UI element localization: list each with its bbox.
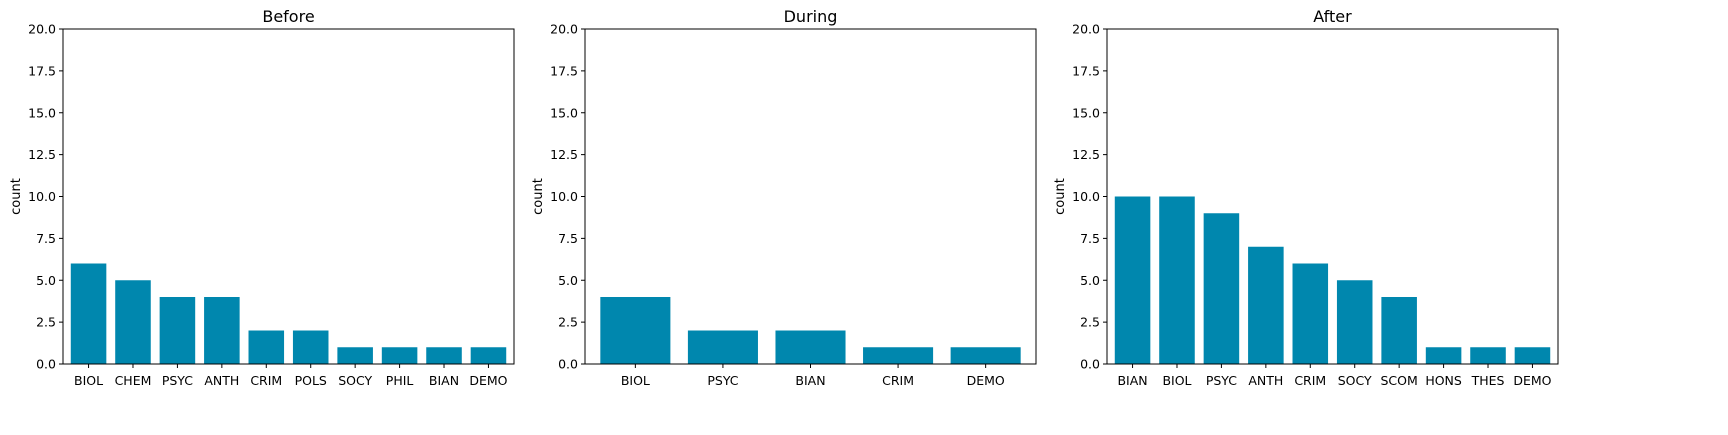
y-axis-label: count — [531, 178, 546, 215]
y-tick-label: 5.0 — [36, 273, 56, 288]
bar-demo — [1514, 347, 1551, 364]
bar-scom — [1381, 297, 1417, 364]
y-tick-label: 2.5 — [1080, 315, 1100, 330]
y-tick-label: 5.0 — [558, 273, 578, 288]
y-tick-label: 15.0 — [550, 105, 578, 120]
bar-bian — [775, 330, 846, 364]
x-tick-label: ANTH — [204, 373, 239, 388]
bar-anth — [204, 297, 240, 364]
y-tick-label: 7.5 — [36, 231, 56, 246]
bar-biol — [1159, 196, 1195, 364]
y-axis-label: count — [9, 178, 24, 215]
y-tick-label: 0.0 — [558, 357, 578, 372]
chart-panel-before: Before count BIOL CHEM PSYC ANTH CRIM POLS SOC… — [9, 7, 515, 388]
x-tick-label: PSYC — [707, 373, 738, 388]
y-tick-label: 2.5 — [36, 315, 56, 330]
y-axis-label: count — [1053, 178, 1068, 215]
x-tick-label: SOCY — [1338, 373, 1372, 388]
x-tick-label: PSYC — [162, 373, 193, 388]
x-tick-label: BIOL — [621, 373, 650, 388]
y-tick-label: 20.0 — [28, 22, 56, 37]
chart-title: Before — [262, 7, 314, 26]
y-tick-label: 0.0 — [36, 357, 56, 372]
x-tick-label: CHEM — [115, 373, 152, 388]
x-tick-label: THES — [1471, 373, 1505, 388]
bar-chem — [115, 280, 151, 364]
x-tick-label: BIAN — [429, 373, 459, 388]
bar-crim — [1292, 263, 1329, 364]
x-tick-label: DEMO — [469, 373, 507, 388]
x-tick-label: PHIL — [386, 373, 414, 388]
x-tick-label: ANTH — [1248, 373, 1283, 388]
x-tick-label: HONS — [1425, 373, 1462, 388]
y-tick-label: 7.5 — [1080, 231, 1100, 246]
y-tick-label: 20.0 — [550, 22, 578, 37]
chart-panel-after: After count BIAN BIOL PSYC ANTH CRIM SOCY SCOM… — [1053, 7, 1559, 388]
x-tick-label: SOCY — [338, 373, 372, 388]
x-tick-label: DEMO — [1513, 373, 1551, 388]
bar-crim — [248, 330, 285, 364]
bar-demo — [950, 347, 1021, 364]
y-tick-label: 12.5 — [28, 147, 56, 162]
y-tick-label: 17.5 — [550, 63, 578, 78]
bar-anth — [1248, 246, 1284, 364]
y-tick-label: 15.0 — [1072, 105, 1100, 120]
bar-psyc — [159, 297, 196, 364]
x-tick-label: SCOM — [1381, 373, 1418, 388]
x-tick-label: CRIM — [1294, 373, 1326, 388]
x-tick-label: BIOL — [1162, 373, 1191, 388]
y-tick-label: 17.5 — [1072, 63, 1100, 78]
bar-demo — [470, 347, 507, 364]
bar-thes — [1470, 347, 1506, 364]
x-tick-label: BIAN — [1117, 373, 1147, 388]
chart-title: After — [1313, 7, 1352, 26]
y-tick-label: 12.5 — [550, 147, 578, 162]
y-tick-label: 17.5 — [28, 63, 56, 78]
y-tick-label: 10.0 — [550, 189, 578, 204]
plot-frame — [1106, 28, 1559, 365]
bar-biol — [70, 263, 107, 364]
bar-phil — [381, 347, 418, 364]
x-tick-label: CRIM — [882, 373, 914, 388]
bar-crim — [863, 347, 934, 364]
bar-bian — [426, 347, 462, 364]
plot-frame — [584, 28, 1037, 365]
x-tick-label: DEMO — [967, 373, 1005, 388]
bar-biol — [600, 297, 671, 364]
plot-frame — [62, 28, 515, 365]
chart-title: During — [784, 7, 838, 26]
bar-socy — [337, 347, 373, 364]
y-tick-label: 0.0 — [1080, 357, 1100, 372]
x-tick-label: POLS — [295, 373, 327, 388]
x-tick-label: PSYC — [1206, 373, 1237, 388]
y-tick-label: 2.5 — [558, 315, 578, 330]
y-tick-label: 7.5 — [558, 231, 578, 246]
bar-psyc — [687, 330, 758, 364]
y-tick-label: 20.0 — [1072, 22, 1100, 37]
y-tick-label: 12.5 — [1072, 147, 1100, 162]
x-tick-label: BIOL — [74, 373, 103, 388]
bar-hons — [1425, 347, 1462, 364]
x-tick-label: CRIM — [250, 373, 282, 388]
bar-bian — [1114, 196, 1151, 364]
y-tick-label: 15.0 — [28, 105, 56, 120]
y-tick-label: 10.0 — [28, 189, 56, 204]
y-tick-label: 5.0 — [1080, 273, 1100, 288]
x-tick-label: BIAN — [795, 373, 825, 388]
bar-pols — [292, 330, 329, 364]
bar-socy — [1336, 280, 1373, 364]
y-tick-label: 10.0 — [1072, 189, 1100, 204]
bar-psyc — [1203, 213, 1240, 364]
chart-panel-during: During count BIOL PSYC BIAN CRIM DEMO 0.0 2.5 5… — [531, 7, 1037, 388]
